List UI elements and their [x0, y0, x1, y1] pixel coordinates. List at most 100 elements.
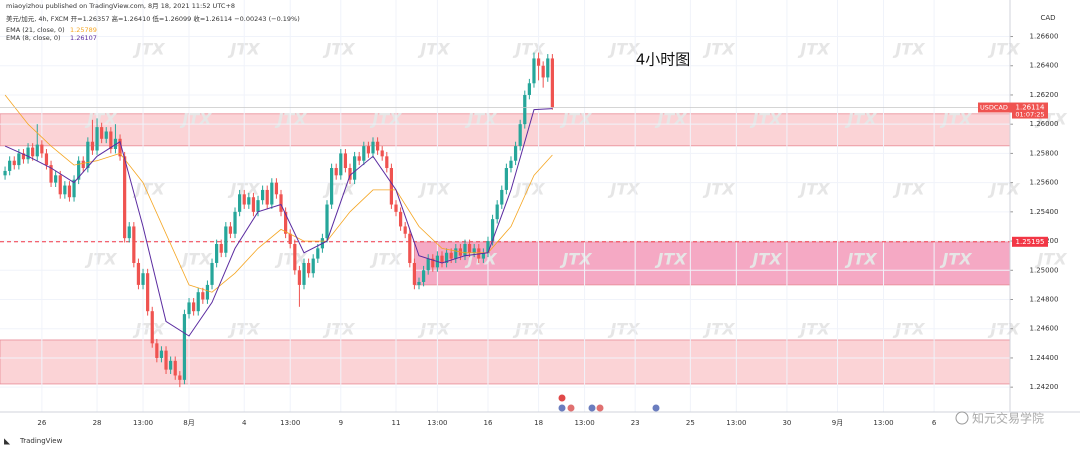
- legend-value: 1.25789: [70, 26, 97, 34]
- candle-body: [164, 350, 168, 370]
- watermark: JTX: [892, 180, 925, 199]
- candle-body: [187, 302, 191, 315]
- x-tick-label: 9: [339, 419, 343, 427]
- y-tick-label: 1.26200: [1030, 91, 1059, 99]
- ema-line: [4, 108, 553, 337]
- candle-body: [527, 83, 531, 95]
- watermark: JTX: [749, 110, 782, 129]
- candle-body: [77, 160, 81, 180]
- candle-body: [421, 270, 426, 282]
- y-tick-label: 1.24400: [1030, 354, 1059, 362]
- candle-body: [95, 127, 99, 151]
- y-tick-label: 1.24200: [1030, 383, 1059, 391]
- candle-body: [467, 243, 472, 253]
- x-tick-label: 16: [484, 419, 493, 427]
- candle-body: [90, 141, 95, 151]
- candle-body: [118, 138, 122, 157]
- candle-body: [3, 170, 7, 176]
- candle-body: [141, 273, 145, 285]
- watermark: JTX: [939, 110, 972, 129]
- candle-body: [371, 141, 375, 154]
- x-tick-label: 13:00: [133, 419, 153, 427]
- y-tick-label: 1.24600: [1030, 325, 1059, 333]
- candle-body: [311, 258, 315, 274]
- candle-body: [284, 211, 288, 234]
- watermark: JTX: [84, 250, 117, 269]
- candle-body: [17, 153, 21, 166]
- candle-body: [31, 147, 35, 157]
- x-tick-label: 13:00: [574, 419, 594, 427]
- candle-body: [389, 168, 394, 205]
- watermark: JTX: [512, 40, 545, 59]
- candle-body: [334, 168, 338, 176]
- chart-title: 4小时图: [636, 51, 691, 69]
- zone: [0, 339, 1011, 385]
- watermark: JTX: [179, 250, 212, 269]
- x-tick-label: 18: [534, 419, 543, 427]
- x-tick-label: 11: [392, 419, 401, 427]
- watermark: JTX: [654, 110, 687, 129]
- y-tick-label: 1.25600: [1030, 179, 1059, 187]
- candle-body: [408, 233, 412, 263]
- candle-body: [444, 252, 449, 263]
- candle-body: [192, 302, 196, 312]
- watermark: JTX: [464, 110, 497, 129]
- candle-body: [329, 168, 334, 205]
- candle-body: [256, 200, 260, 212]
- watermark: JTX: [132, 40, 165, 59]
- candle-body: [219, 243, 223, 253]
- candle-body: [26, 147, 30, 160]
- x-tick-label: 13:00: [726, 419, 746, 427]
- candle-body: [49, 165, 53, 183]
- ema-line: [4, 94, 553, 293]
- credit: 知元交易学院: [972, 411, 1044, 426]
- y-tick-label: 1.25800: [1030, 149, 1059, 157]
- candle-body: [104, 131, 108, 139]
- y-tick-label: 1.25000: [1030, 266, 1059, 274]
- x-tick-label: 8月: [183, 419, 194, 427]
- x-tick-label: 23: [631, 419, 640, 427]
- event-icon: [567, 404, 575, 412]
- watermark: JTX: [797, 40, 830, 59]
- candle-body: [8, 160, 12, 171]
- candle-body: [182, 314, 187, 380]
- x-tick-label: 4: [242, 419, 247, 427]
- candle-body: [54, 175, 58, 183]
- candle-body: [352, 156, 357, 180]
- candle-body: [348, 168, 352, 180]
- candle-body: [261, 189, 265, 201]
- candle-body: [233, 211, 237, 234]
- candle-body: [178, 375, 182, 380]
- candle-body: [21, 153, 26, 160]
- candle-body: [426, 258, 430, 271]
- candle-body: [63, 185, 67, 195]
- watermark: JTX: [417, 180, 450, 199]
- watermark: JTX: [179, 110, 212, 129]
- candle-body: [270, 182, 274, 205]
- candle-body: [412, 262, 417, 285]
- x-tick-label: 13:00: [280, 419, 300, 427]
- watermark: JTX: [844, 250, 877, 269]
- candle-body: [307, 262, 311, 274]
- candle-body: [343, 153, 348, 169]
- candle-body: [247, 197, 251, 205]
- candle-body: [58, 175, 62, 195]
- candle-body: [251, 197, 256, 212]
- candle-body: [35, 144, 39, 157]
- x-tick-label: 13:00: [427, 419, 447, 427]
- legend-value: 1.26107: [70, 34, 97, 42]
- candle-body: [279, 194, 283, 212]
- event-icon: [652, 404, 660, 412]
- candle-body: [109, 131, 113, 150]
- candle-body: [481, 252, 485, 259]
- watermark: JTX: [749, 250, 782, 269]
- candle-body: [449, 252, 453, 259]
- candle-body: [288, 233, 292, 244]
- candle-body: [302, 262, 306, 285]
- candle-body: [398, 211, 403, 227]
- candle-body: [495, 204, 499, 220]
- candle-body: [375, 141, 380, 151]
- candle-body: [265, 189, 269, 205]
- candle-body: [316, 248, 320, 259]
- event-icon: [558, 394, 566, 402]
